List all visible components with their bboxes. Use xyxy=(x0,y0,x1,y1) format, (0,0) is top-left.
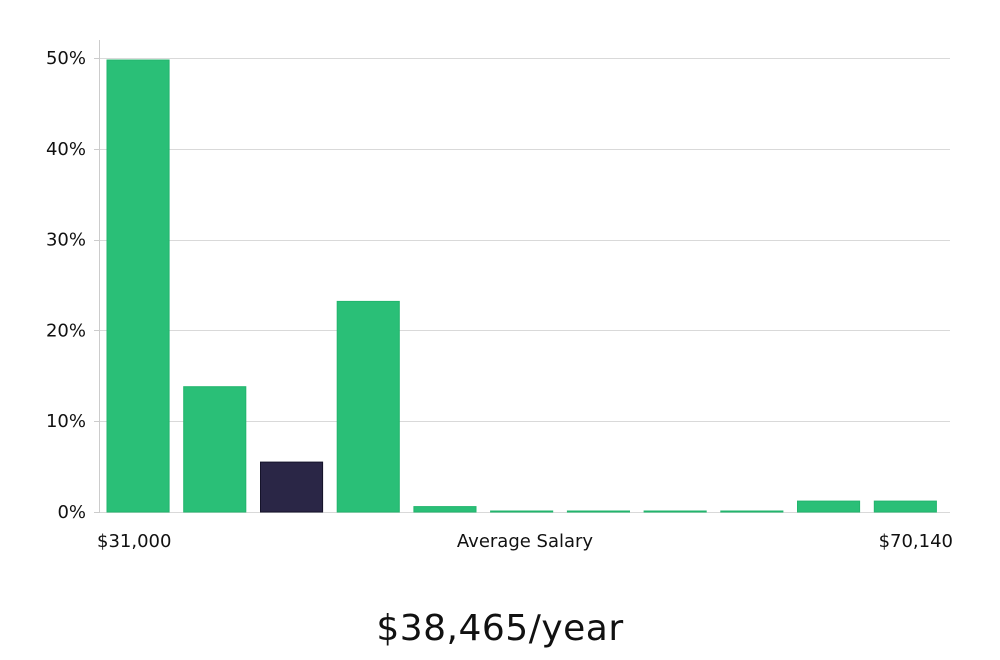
bar xyxy=(490,510,554,513)
x-max-label: $70,140 xyxy=(879,531,953,552)
bar xyxy=(720,510,784,513)
bar xyxy=(643,510,707,513)
bar xyxy=(797,500,861,513)
bars xyxy=(106,59,937,513)
y-tick-label: 50% xyxy=(46,48,86,69)
y-tick-label: 40% xyxy=(46,139,86,160)
bar xyxy=(566,510,631,513)
x-axis-title: Average Salary xyxy=(457,531,594,552)
x-min-label: $31,000 xyxy=(97,531,171,552)
y-tick-label: 20% xyxy=(46,320,86,341)
y-tick-labels: 0% 10% 20% 30% 40% 50% xyxy=(46,48,86,523)
y-tick-label: 10% xyxy=(46,411,86,432)
bar xyxy=(336,300,400,513)
y-tick-label: 0% xyxy=(57,502,86,523)
salary-histogram: 0% 10% 20% 30% 40% 50% $31,000 Average Salary… xyxy=(46,40,953,552)
bar xyxy=(413,506,477,513)
bar-highlighted xyxy=(260,461,324,513)
y-tick-label: 30% xyxy=(46,230,86,251)
average-salary-value: $38,465/year xyxy=(376,608,624,649)
bar xyxy=(183,386,247,513)
bar xyxy=(873,500,937,513)
bar xyxy=(106,59,170,513)
